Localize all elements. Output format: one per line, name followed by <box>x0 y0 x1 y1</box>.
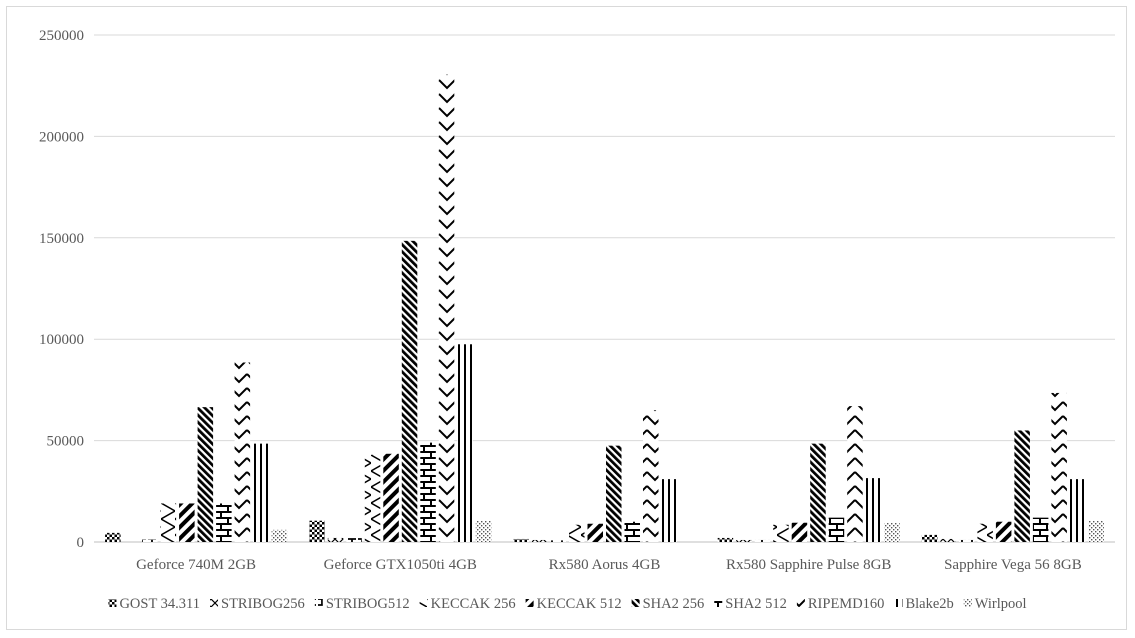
bar-sha2-512-0 <box>216 503 232 542</box>
legend-label: Blake2b <box>905 596 953 612</box>
bar-sha2-512-3 <box>828 517 845 542</box>
bar-keccak-512-1 <box>383 453 399 542</box>
bar-sha2-256-0 <box>197 407 214 542</box>
bar-sha2-512-1 <box>420 442 436 542</box>
legend-label: RIPEMD160 <box>808 596 885 612</box>
legend-label: Wirlpool <box>975 596 1027 612</box>
bar-keccak-256-4 <box>977 523 993 542</box>
bar-stribog256-2 <box>532 539 548 542</box>
bar-stribog256-3 <box>736 539 752 542</box>
bar-gost-34-311-4 <box>921 534 938 542</box>
bars <box>105 74 1104 543</box>
bar-gost-34-311-2 <box>513 538 529 542</box>
bar-keccak-256-2 <box>569 524 585 542</box>
legend: GOST 34.311 STRIBOG256 STRIBOG512 KECCAK 25… <box>108 596 1027 612</box>
bar-keccak-512-0 <box>179 503 195 542</box>
legend-label: KECCAK 256 <box>431 596 516 612</box>
bar-stribog256-4 <box>940 538 956 542</box>
bar-gost-34-311-3 <box>717 537 734 542</box>
bar-ripemd160-3 <box>847 406 863 542</box>
x-category-label: Geforce 740M 2GB <box>136 557 256 573</box>
y-tick-label: 50000 <box>47 434 85 450</box>
bar-chart: 0 50000 100000 150000 200000 250000 Geforce 7… <box>39 28 1115 612</box>
legend-swatch <box>419 599 428 607</box>
bar-stribog512-4 <box>958 539 975 542</box>
legend-swatch <box>714 599 723 607</box>
bar-sha2-256-4 <box>1014 430 1030 542</box>
bar-stribog512-2 <box>550 540 566 542</box>
y-tick-label: 150000 <box>39 231 84 247</box>
bar-ripemd160-0 <box>234 362 251 542</box>
bar-gost-34-311-1 <box>309 520 325 542</box>
legend-label: SHA2 512 <box>725 596 787 612</box>
bar-sha2-256-2 <box>606 445 622 542</box>
x-axis: Geforce 740M 2GB Geforce GTX1050ti 4GB Rx5… <box>136 557 1082 573</box>
legend-swatch <box>796 599 805 607</box>
bar-ripemd160-2 <box>643 410 659 542</box>
bar-ripemd160-4 <box>1051 392 1067 542</box>
bar-stribog512-0 <box>142 539 158 542</box>
y-tick-label: 250000 <box>39 28 84 44</box>
bar-keccak-256-0 <box>160 503 177 542</box>
bar-keccak-512-2 <box>587 523 603 542</box>
bar-keccak-256-1 <box>364 454 381 542</box>
x-category-label: Geforce GTX1050ti 4GB <box>324 557 477 573</box>
bar-keccak-512-4 <box>995 521 1012 542</box>
bar-stribog256-1 <box>327 537 344 542</box>
bar-keccak-512-3 <box>791 522 808 542</box>
bar-wirlpool-1 <box>475 520 492 542</box>
bar-wirlpool-3 <box>884 522 900 542</box>
legend-label: STRIBOG512 <box>326 596 410 612</box>
bar-ripemd160-1 <box>438 74 455 543</box>
bar-stribog512-1 <box>346 537 362 542</box>
x-category-label: Rx580 Sapphire Pulse 8GB <box>726 557 891 573</box>
bar-blake2b-1 <box>457 344 473 542</box>
bar-sha2-512-4 <box>1032 517 1049 542</box>
bar-blake2b-3 <box>865 478 882 542</box>
bar-sha2-256-1 <box>401 240 418 543</box>
legend-label: GOST 34.311 <box>119 596 200 612</box>
y-axis: 0 50000 100000 150000 200000 250000 <box>39 28 84 551</box>
bar-gost-34-311-0 <box>105 532 121 542</box>
legend-swatch <box>525 599 534 607</box>
legend-swatch <box>314 599 323 607</box>
legend-label: STRIBOG256 <box>221 596 305 612</box>
bar-wirlpool-0 <box>271 529 288 542</box>
bar-blake2b-4 <box>1069 479 1086 542</box>
legend-label: KECCAK 512 <box>537 596 622 612</box>
x-category-label: Sapphire Vega 56 8GB <box>944 557 1082 573</box>
legend-swatch <box>963 599 972 607</box>
bar-sha2-512-2 <box>624 521 640 542</box>
bar-sha2-256-3 <box>810 443 826 542</box>
legend-swatch <box>894 599 903 607</box>
legend-swatch <box>631 599 640 607</box>
legend-swatch <box>108 599 117 607</box>
x-category-label: Rx580 Aorus 4GB <box>549 557 661 573</box>
chart-frame: 0 50000 100000 150000 200000 250000 Geforce 7… <box>6 6 1127 630</box>
bar-stribog512-3 <box>754 539 771 542</box>
y-tick-label: 200000 <box>39 129 84 145</box>
bar-wirlpool-4 <box>1088 520 1104 542</box>
bar-keccak-256-3 <box>773 524 789 542</box>
bar-blake2b-2 <box>661 479 677 542</box>
legend-label: SHA2 256 <box>643 596 705 612</box>
bar-blake2b-0 <box>253 443 269 542</box>
legend-swatch <box>210 599 219 607</box>
y-tick-label: 100000 <box>39 332 84 348</box>
y-tick-label: 0 <box>77 535 85 551</box>
